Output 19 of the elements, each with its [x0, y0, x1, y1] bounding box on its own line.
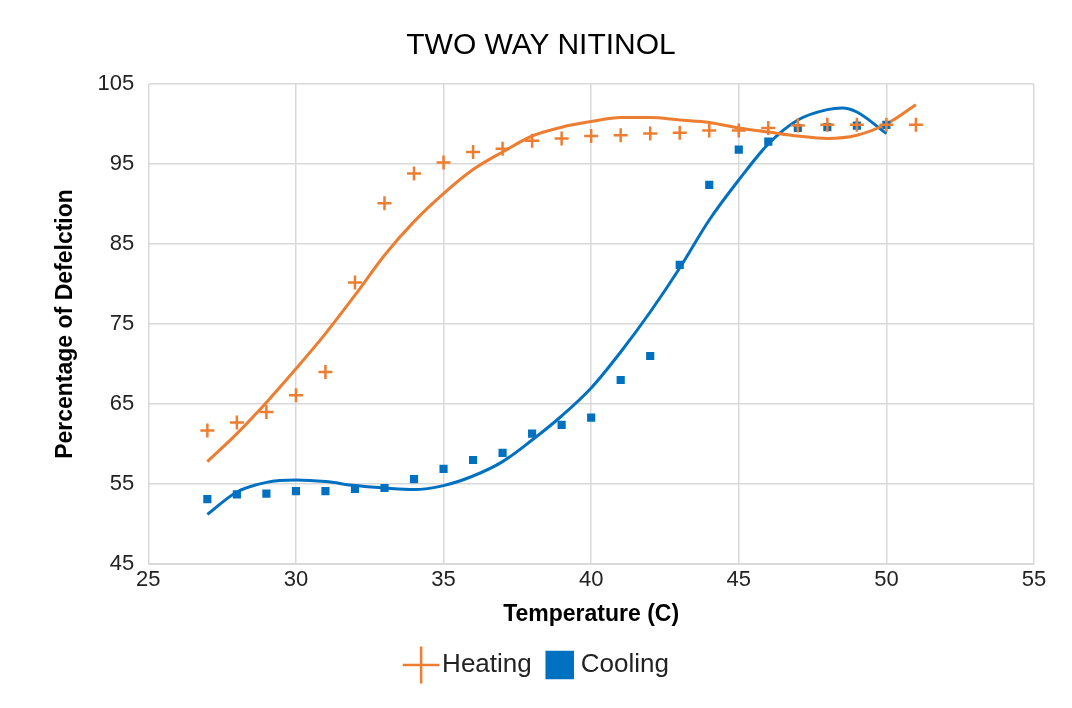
y-axis-title: Percentage of Defelction: [51, 189, 78, 459]
legend-label: Cooling: [580, 648, 669, 679]
x-tick-label: 30: [283, 566, 309, 592]
y-tick-label: 55: [109, 470, 135, 496]
x-tick-label: 50: [874, 566, 899, 592]
x-tick-label: 35: [431, 566, 456, 592]
y-tick-label: 65: [109, 390, 135, 416]
y-tick-label: 95: [109, 150, 135, 176]
x-tick-label: 40: [578, 566, 604, 592]
y-tick-label: 105: [97, 70, 135, 96]
x-axis-title: Temperature (C): [503, 599, 680, 626]
legend-label: Heating: [442, 648, 532, 679]
y-tick-label: 85: [109, 230, 135, 256]
x-tick-label: 45: [726, 566, 752, 592]
x-tick-label: 55: [1021, 566, 1047, 592]
y-tick-label: 45: [109, 550, 135, 576]
y-tick-label: 75: [109, 310, 135, 336]
chart-title: TWO WAY NITINOL: [406, 27, 676, 61]
x-tick-label: 25: [136, 566, 161, 592]
